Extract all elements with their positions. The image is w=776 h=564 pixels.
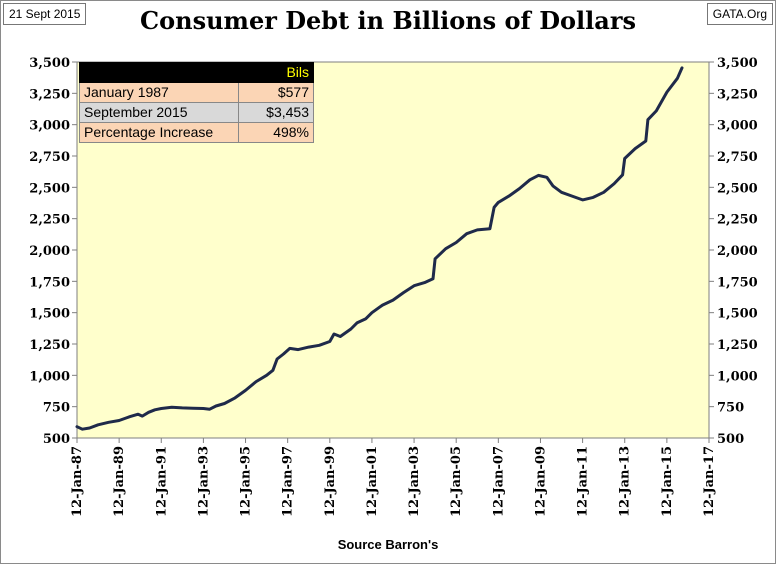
y-tick-label-left: 3,250 [29, 87, 70, 102]
stats-row: September 2015 $3,453 [79, 102, 314, 123]
x-tick-label: 12-Jan-13 [618, 446, 633, 517]
y-tick-label-left: 2,500 [29, 181, 70, 196]
date-label: 21 Sept 2015 [3, 3, 87, 25]
x-tick-label: 12-Jan-07 [491, 446, 506, 517]
y-tick-label-right: 2,500 [717, 181, 758, 196]
x-tick-label: 12-Jan-11 [576, 446, 591, 517]
stats-row-value: 498% [238, 122, 314, 143]
x-tick-label: 12-Jan-95 [239, 446, 254, 517]
stats-header-blank [79, 62, 239, 83]
x-tick-label: 12-Jan-87 [70, 446, 85, 517]
y-tick-label-left: 1,000 [29, 369, 70, 384]
y-tick-label-left: 2,250 [29, 213, 70, 228]
y-tick-label-right: 500 [717, 432, 744, 447]
y-tick-label-left: 2,750 [29, 150, 70, 165]
stats-header-row: Bils [79, 62, 314, 83]
x-tick-label: 12-Jan-17 [702, 446, 717, 517]
y-tick-label-left: 2,000 [29, 244, 70, 259]
stats-row-label: January 1987 [79, 82, 239, 103]
y-tick-label-left: 1,750 [29, 275, 70, 290]
y-tick-label-left: 1,500 [29, 307, 70, 322]
y-tick-label-left: 500 [43, 432, 70, 447]
y-tick-label-right: 1,000 [717, 369, 758, 384]
x-tick-label: 12-Jan-09 [533, 446, 548, 517]
x-axis-caption: Source Barron's [337, 537, 439, 552]
x-tick-label: 12-Jan-99 [323, 446, 338, 517]
y-tick-label-left: 1,250 [29, 338, 70, 353]
stats-row-value: $577 [238, 82, 314, 103]
y-tick-label-right: 1,500 [717, 307, 758, 322]
x-tick-label: 12-Jan-91 [154, 446, 169, 517]
x-tick-label: 12-Jan-03 [407, 446, 422, 517]
x-axis: 12-Jan-87 12-Jan-89 12-Jan-91 12-Jan-93 12-J… [70, 438, 717, 517]
y-tick-label-right: 1,250 [717, 338, 758, 353]
y-tick-label-right: 3,250 [717, 87, 758, 102]
stats-row: January 1987 $577 [79, 82, 314, 103]
x-tick-label: 12-Jan-89 [112, 446, 127, 517]
x-tick-label: 12-Jan-93 [196, 446, 211, 517]
x-tick-label: 12-Jan-15 [660, 446, 675, 517]
stats-table: Bils January 1987 $577 September 2015 $3… [79, 62, 314, 143]
stats-row: Percentage Increase 498% [79, 122, 314, 143]
x-tick-label: 12-Jan-05 [449, 446, 464, 517]
stats-row-label: Percentage Increase [79, 122, 239, 143]
series-line [75, 66, 684, 431]
y-tick-label-right: 3,000 [717, 119, 758, 134]
chart-title: Consumer Debt in Billions of Dollars [140, 6, 636, 35]
y-tick-label-right: 2,000 [717, 244, 758, 259]
y-tick-label-right: 2,250 [717, 213, 758, 228]
y-tick-label-right: 1,750 [717, 275, 758, 290]
stats-header-value: Bils [238, 62, 314, 83]
x-tick-label: 12-Jan-01 [365, 446, 380, 517]
y-tick-label-right: 3,500 [717, 56, 758, 71]
y-axis-left: 500 750 1,000 1,250 1,500 1,750 2,000 2,250 2,50… [29, 56, 77, 447]
y-tick-label-left: 3,000 [29, 119, 70, 134]
y-tick-label-left: 750 [43, 401, 70, 416]
x-tick-label: 12-Jan-97 [281, 446, 296, 517]
y-tick-label-right: 2,750 [717, 150, 758, 165]
y-axis-right: 500 750 1,000 1,250 1,500 1,750 2,000 2,250 2,50… [709, 56, 758, 447]
y-tick-label-right: 750 [717, 401, 744, 416]
y-tick-label-left: 3,500 [29, 56, 70, 71]
stats-row-value: $3,453 [238, 102, 314, 123]
stats-row-label: September 2015 [79, 102, 239, 123]
source-label: GATA.Org [706, 3, 773, 25]
